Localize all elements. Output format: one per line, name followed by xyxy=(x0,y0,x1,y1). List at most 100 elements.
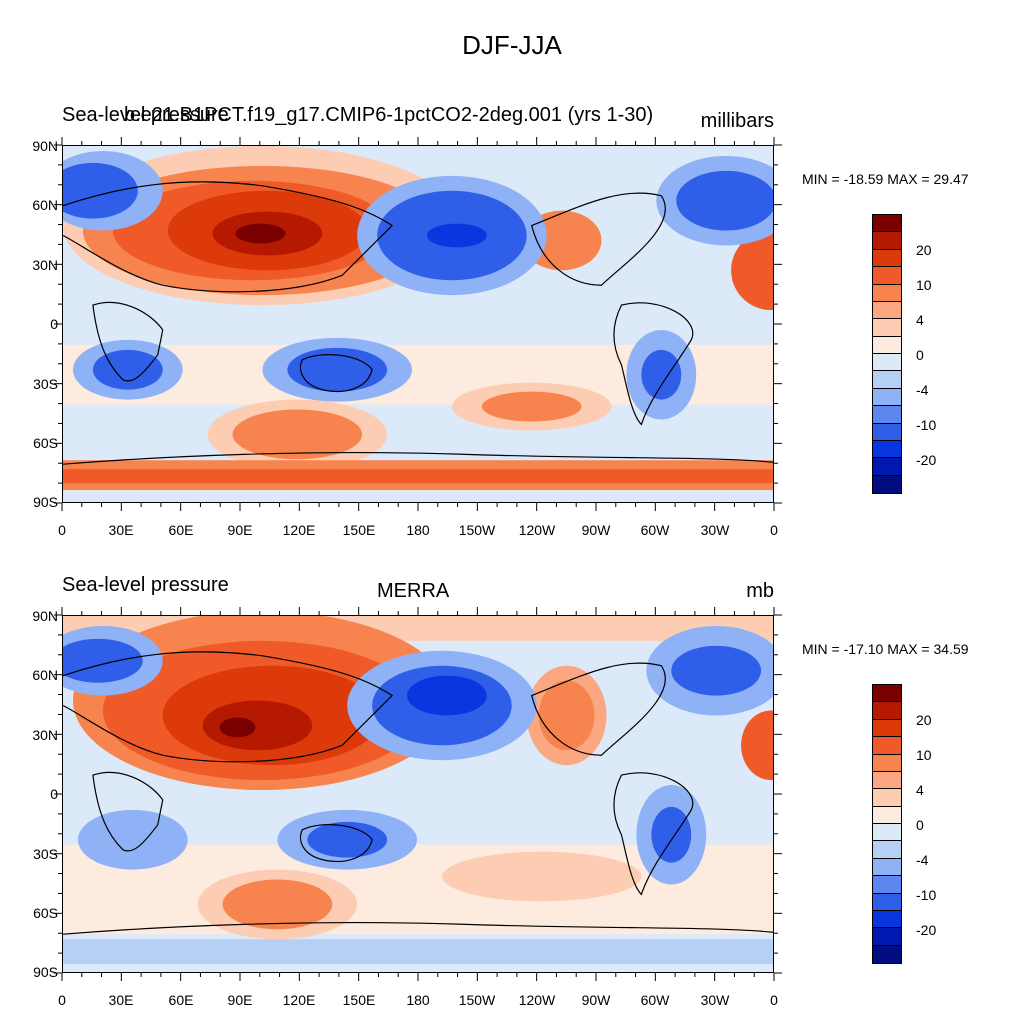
colorbar-swatch xyxy=(873,354,901,372)
colorbar-label: 4 xyxy=(916,312,924,328)
lon-tick-label: 30E xyxy=(108,522,134,538)
lat-tick-label: 30N xyxy=(32,727,58,743)
lon-tick-label: 120W xyxy=(518,522,556,538)
lon-tick-label: 180 xyxy=(406,992,430,1008)
lon-tick-label: 120W xyxy=(518,992,556,1008)
lon-tick-label: 90W xyxy=(581,522,611,538)
colorbar-label: -10 xyxy=(916,887,937,903)
colorbar-label: 0 xyxy=(916,817,924,833)
colorbar-swatch xyxy=(873,388,901,407)
colorbar-swatch xyxy=(873,719,901,738)
panel-left-label: Sea-level pressure xyxy=(62,574,229,596)
colorbar-label: -4 xyxy=(916,852,929,868)
axis-ticks-bottom xyxy=(54,607,782,981)
colorbar-label: 20 xyxy=(916,242,932,258)
colorbar-swatch xyxy=(873,928,901,946)
panel-units-label: mb xyxy=(746,580,774,602)
colorbar-swatch xyxy=(873,440,901,459)
lon-tick-label: 0 xyxy=(770,522,778,538)
sea-level-pressure-map xyxy=(62,615,774,973)
lat-tick-label: 90S xyxy=(33,494,58,510)
lon-tick-label: 150W xyxy=(458,522,496,538)
lon-tick-label: 150E xyxy=(342,992,376,1008)
lon-tick-label: 180 xyxy=(406,522,430,538)
lat-tick-label: 30N xyxy=(32,257,58,273)
colorbar-swatch xyxy=(873,754,901,772)
colorbar-swatch xyxy=(873,267,901,285)
colorbar-swatch xyxy=(873,475,901,493)
lat-tick-label: 90S xyxy=(33,964,58,980)
lon-tick-label: 120E xyxy=(282,992,316,1008)
lon-tick-label: 120E xyxy=(282,522,316,538)
coastlines xyxy=(63,181,773,465)
colorbar-swatch xyxy=(873,301,901,320)
colorbar-label: 10 xyxy=(916,277,932,293)
colorbar-label: -4 xyxy=(916,382,929,398)
lat-tick-label: 0 xyxy=(50,786,58,802)
negative-anomaly-regions xyxy=(63,625,773,965)
lon-tick-label: 60W xyxy=(640,522,670,538)
lon-tick-label: 60E xyxy=(168,522,194,538)
colorbar-label: 4 xyxy=(916,782,924,798)
min-max-label: MIN = -17.10 MAX = 34.59 xyxy=(802,641,969,657)
min-max-label: MIN = -18.59 MAX = 29.47 xyxy=(802,171,969,187)
lon-tick-label: 0 xyxy=(58,522,66,538)
lon-tick-label: 90E xyxy=(227,522,253,538)
colorbar-swatch xyxy=(873,249,901,268)
colorbar-swatch xyxy=(873,702,901,720)
lon-tick-label: 30W xyxy=(700,522,730,538)
lon-tick-label: 30W xyxy=(700,992,730,1008)
colorbar-swatch xyxy=(873,458,901,476)
colorbar-swatch xyxy=(873,945,901,963)
lat-tick-label: 0 xyxy=(50,316,58,332)
panel-center-label: MERRA xyxy=(377,580,450,602)
colorbar-swatch xyxy=(873,910,901,929)
lat-tick-label: 60S xyxy=(33,435,58,451)
lon-tick-label: 150W xyxy=(458,992,496,1008)
colorbar-swatch xyxy=(873,232,901,250)
panel-units-label: millibars xyxy=(700,110,774,132)
colorbar-swatch xyxy=(873,423,901,441)
lat-tick-label: 90N xyxy=(32,608,58,624)
lon-tick-label: 30E xyxy=(108,992,134,1008)
lon-tick-label: 0 xyxy=(58,992,66,1008)
lat-tick-label: 30S xyxy=(33,846,58,862)
lat-tick-label: 60N xyxy=(32,197,58,213)
colorbar-swatch xyxy=(873,371,901,389)
colorbar-swatch xyxy=(873,806,901,824)
lon-tick-label: 150E xyxy=(342,522,376,538)
colorbar-label: -10 xyxy=(916,417,937,433)
lat-tick-label: 60S xyxy=(33,905,58,921)
colorbar-label: -20 xyxy=(916,452,937,468)
colorbar-swatch xyxy=(873,284,901,302)
colorbar-swatch xyxy=(873,215,901,233)
positive-anomaly-regions xyxy=(63,616,773,940)
colorbar-swatch xyxy=(873,319,901,337)
lon-tick-label: 90E xyxy=(227,992,253,1008)
colorbar-swatch xyxy=(873,789,901,807)
axis-ticks-top xyxy=(54,137,782,511)
colorbar-swatch xyxy=(873,893,901,911)
colorbar-swatch xyxy=(873,406,901,424)
negative-anomaly-regions xyxy=(63,150,773,420)
colorbar-label: 20 xyxy=(916,712,932,728)
coastlines xyxy=(63,651,773,935)
lon-tick-label: 0 xyxy=(770,992,778,1008)
lat-tick-label: 60N xyxy=(32,667,58,683)
panel-left-label: Sea-level pressure xyxy=(62,104,229,126)
colorbar-swatch xyxy=(873,685,901,703)
colorbar xyxy=(872,684,902,964)
panel-center-label: b.e21.B1PCT.f19_g17.CMIP6-1pctCO2-2deg.0… xyxy=(124,104,654,126)
colorbar-swatch xyxy=(873,824,901,842)
colorbar-label: 10 xyxy=(916,747,932,763)
colorbar-swatch xyxy=(873,841,901,859)
lat-tick-label: 90N xyxy=(32,138,58,154)
colorbar-swatch xyxy=(873,876,901,894)
lat-tick-label: 30S xyxy=(33,376,58,392)
colorbar-swatch xyxy=(873,858,901,877)
lon-tick-label: 90W xyxy=(581,992,611,1008)
colorbar-label: 0 xyxy=(916,347,924,363)
lon-tick-label: 60W xyxy=(640,992,670,1008)
figure-title: DJF-JJA xyxy=(462,30,562,60)
colorbar-swatch xyxy=(873,336,901,354)
